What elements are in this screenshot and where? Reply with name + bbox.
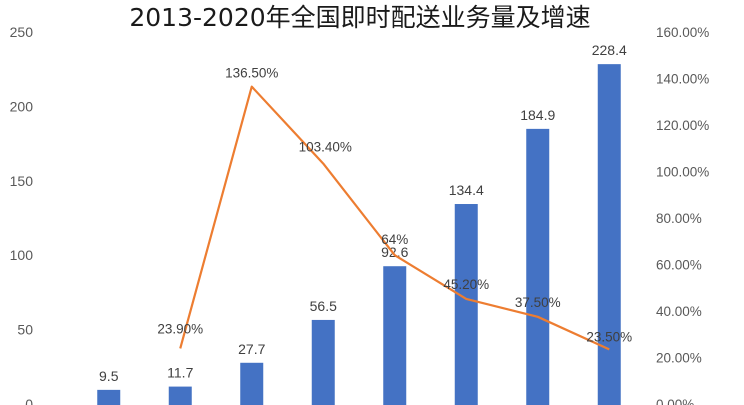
bar-series [97, 64, 621, 405]
growth-data-labels: 23.90% 136.50% 103.40% 64% 45.20% 37.50% 23.50… [157, 66, 632, 345]
growth-data-label: 45.20% [443, 277, 489, 292]
bar [597, 64, 621, 405]
bar-data-label: 27.7 [238, 341, 265, 357]
left-axis-tick-label: 100 [10, 247, 34, 263]
bar [311, 319, 335, 405]
bar-data-label: 228.4 [592, 42, 627, 58]
right-axis-tick-label: 80.00% [656, 211, 702, 226]
bar-data-label: 184.9 [520, 107, 555, 123]
left-axis: 0 50 100 150 200 250 [10, 24, 34, 405]
right-axis-tick-label: 20.00% [656, 351, 702, 366]
right-axis-tick-label: 120.00% [656, 118, 709, 133]
right-axis-tick-label: 100.00% [656, 165, 709, 180]
bar [454, 204, 478, 405]
left-axis-tick-label: 250 [10, 24, 34, 40]
right-axis-tick-label: 0.00% [656, 397, 694, 405]
growth-data-label: 23.50% [586, 329, 632, 344]
bar-data-label: 134.4 [449, 182, 484, 198]
growth-data-label: 136.50% [225, 66, 278, 81]
growth-data-label: 23.90% [157, 321, 203, 336]
right-axis-tick-label: 40.00% [656, 304, 702, 319]
bar [168, 386, 192, 405]
left-axis-tick-label: 200 [10, 98, 34, 114]
right-axis-tick-label: 60.00% [656, 258, 702, 273]
left-axis-tick-label: 0 [25, 396, 33, 405]
growth-line-series [179, 85, 610, 351]
left-axis-tick-label: 150 [10, 173, 34, 189]
growth-data-label: 64% [381, 232, 408, 247]
bar-data-label: 11.7 [167, 365, 193, 381]
bar [240, 362, 264, 405]
bar-data-label: 9.5 [99, 368, 119, 384]
bar [526, 128, 550, 405]
bar [383, 266, 407, 405]
chart-title: 2013-2020年全国即时配送业务量及增速 [129, 3, 590, 32]
bar [97, 389, 121, 405]
bar-data-label: 56.5 [310, 298, 337, 314]
right-axis: 0.00% 20.00% 40.00% 60.00% 80.00% 100.00% 120.… [656, 25, 709, 405]
right-axis-tick-label: 140.00% [656, 72, 709, 87]
left-axis-tick-label: 50 [17, 322, 33, 338]
growth-data-label: 37.50% [515, 295, 561, 310]
growth-data-label: 103.40% [299, 140, 352, 155]
right-axis-tick-label: 160.00% [656, 25, 709, 40]
growth-line [179, 85, 610, 351]
